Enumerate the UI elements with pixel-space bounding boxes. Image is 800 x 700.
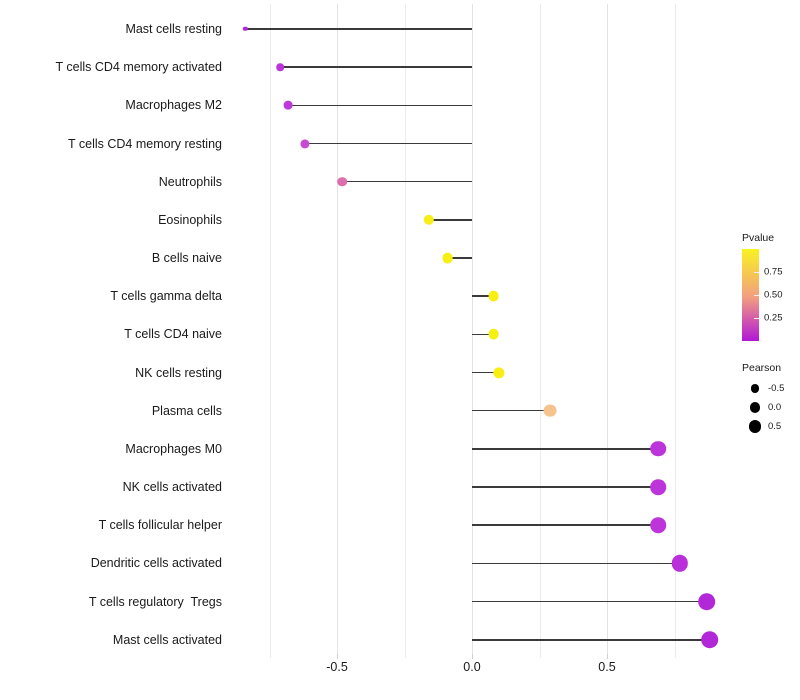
y-axis-tick-label: NK cells resting — [135, 365, 222, 380]
lollipop-stem — [472, 638, 710, 641]
y-axis-tick-label: Dendritic cells activated — [90, 556, 222, 571]
lollipop-stem — [472, 409, 551, 412]
plot-panel — [232, 4, 727, 658]
pvalue-legend-label: 0.75 — [764, 266, 783, 278]
lollipop-stem — [342, 180, 472, 183]
x-axis-tick — [607, 654, 608, 659]
gridline-minor — [269, 4, 271, 658]
lollipop-dot[interactable] — [283, 100, 293, 110]
pearson-legend-item: -0.5 — [742, 379, 800, 398]
lollipop-dot[interactable] — [423, 214, 434, 226]
pvalue-legend-title: Pvalue — [742, 232, 775, 244]
lollipop-dot[interactable] — [543, 404, 557, 418]
pearson-legend-dot-cell — [742, 384, 768, 393]
pvalue-legend-tick — [754, 318, 759, 319]
pearson-legend-label: -0.5 — [768, 383, 785, 394]
y-axis-tick-label: T cells CD4 naive — [124, 327, 222, 342]
pearson-legend-dot-cell — [742, 420, 768, 433]
pearson-legend-title: Pearson — [742, 362, 782, 374]
gridline-major — [337, 4, 338, 658]
lollipop-dot[interactable] — [337, 176, 348, 187]
gridline-minor — [539, 4, 541, 658]
pvalue-legend-tick — [754, 272, 759, 273]
pearson-legend-dot — [750, 384, 760, 393]
lollipop-stem — [288, 104, 472, 107]
lollipop-dot[interactable] — [488, 328, 499, 340]
y-axis-tick-label: T cells CD4 memory resting — [68, 136, 222, 151]
lollipop-dot[interactable] — [698, 592, 716, 611]
pearson-legend-label: 0.5 — [768, 421, 782, 432]
lollipop-stem — [472, 333, 494, 336]
lollipop-dot[interactable] — [700, 630, 719, 649]
lollipop-dot[interactable] — [650, 441, 667, 457]
pearson-legend-dot — [748, 420, 762, 433]
lollipop-dot[interactable] — [671, 555, 689, 572]
x-axis-labels: -0.5 0.0 0.5 — [232, 654, 727, 690]
pearson-legend-dot-cell — [742, 402, 768, 413]
lollipop-dot[interactable] — [442, 252, 454, 264]
y-axis-tick-label: T cells follicular helper — [98, 518, 222, 533]
lollipop-stem — [472, 562, 680, 565]
pearson-legend-label: 0.0 — [768, 402, 782, 413]
lollipop-dot[interactable] — [650, 479, 667, 495]
x-axis-tick-label: 0.0 — [463, 660, 481, 674]
lollipop-stem — [428, 219, 472, 221]
y-axis-tick-label: Mast cells activated — [112, 632, 222, 647]
lollipop-stem — [472, 524, 659, 526]
pvalue-legend-label: 0.25 — [764, 312, 783, 324]
pvalue-colorbar-legend: Pvalue 0.75 0.50 0.25 — [742, 232, 800, 341]
y-axis-labels: Mast cells resting T cells CD4 memory act… — [0, 0, 223, 700]
lollipop-dot[interactable] — [300, 138, 310, 149]
y-axis-tick-label: T cells CD4 memory activated — [55, 60, 223, 75]
gridline-major — [472, 4, 473, 658]
y-axis-tick-label: Eosinophils — [158, 212, 222, 227]
x-axis-tick-label: -0.5 — [326, 660, 348, 674]
y-axis-tick-label: T cells gamma delta — [110, 289, 222, 304]
pvalue-gradient-wrap: 0.75 0.50 0.25 — [742, 249, 794, 341]
lollipop-dot[interactable] — [650, 517, 667, 533]
pearson-legend-items: -0.5 0.0 0.5 — [742, 379, 800, 436]
y-axis-tick-label: Neutrophils — [158, 174, 222, 189]
pearson-legend-item: 0.0 — [742, 398, 800, 417]
lollipop-stem — [472, 486, 659, 488]
x-axis-tick-label: 0.5 — [598, 660, 616, 674]
y-axis-tick-label: Macrophages M0 — [125, 441, 222, 456]
lollipop-stem — [304, 142, 472, 145]
gridline-minor — [674, 4, 676, 658]
lollipop-stem — [472, 600, 707, 603]
lollipop-stem — [472, 295, 494, 297]
x-axis-tick — [337, 654, 338, 659]
lollipop-dot[interactable] — [276, 63, 285, 71]
lollipop-stem — [472, 448, 659, 450]
x-axis-tick — [472, 654, 473, 659]
y-axis-tick-label: NK cells activated — [122, 480, 222, 495]
y-axis-tick-label: T cells regulatory Tregs — [88, 594, 222, 609]
lollipop-stem — [280, 66, 472, 68]
pearson-legend-dot — [749, 402, 761, 413]
y-axis-tick-label: Plasma cells — [151, 403, 222, 418]
lollipop-dot[interactable] — [493, 366, 505, 379]
pvalue-legend-label: 0.50 — [764, 289, 783, 301]
pvalue-legend-tick — [754, 295, 759, 296]
y-axis-tick-label: Mast cells resting — [125, 22, 222, 36]
y-axis-tick-label: B cells naive — [151, 251, 222, 266]
lollipop-dot[interactable] — [488, 290, 499, 302]
y-axis-tick-label: Macrophages M2 — [125, 98, 222, 113]
lollipop-dot[interactable] — [242, 26, 248, 32]
gridline-minor — [404, 4, 406, 658]
gridline-major — [607, 4, 608, 658]
lollipop-stem — [447, 257, 472, 259]
lollipop-stem — [245, 28, 472, 30]
lollipop-stem — [472, 371, 499, 374]
pearson-legend-item: 0.5 — [742, 417, 800, 436]
pearson-size-legend: Pearson -0.5 0.0 0.5 — [742, 362, 800, 436]
